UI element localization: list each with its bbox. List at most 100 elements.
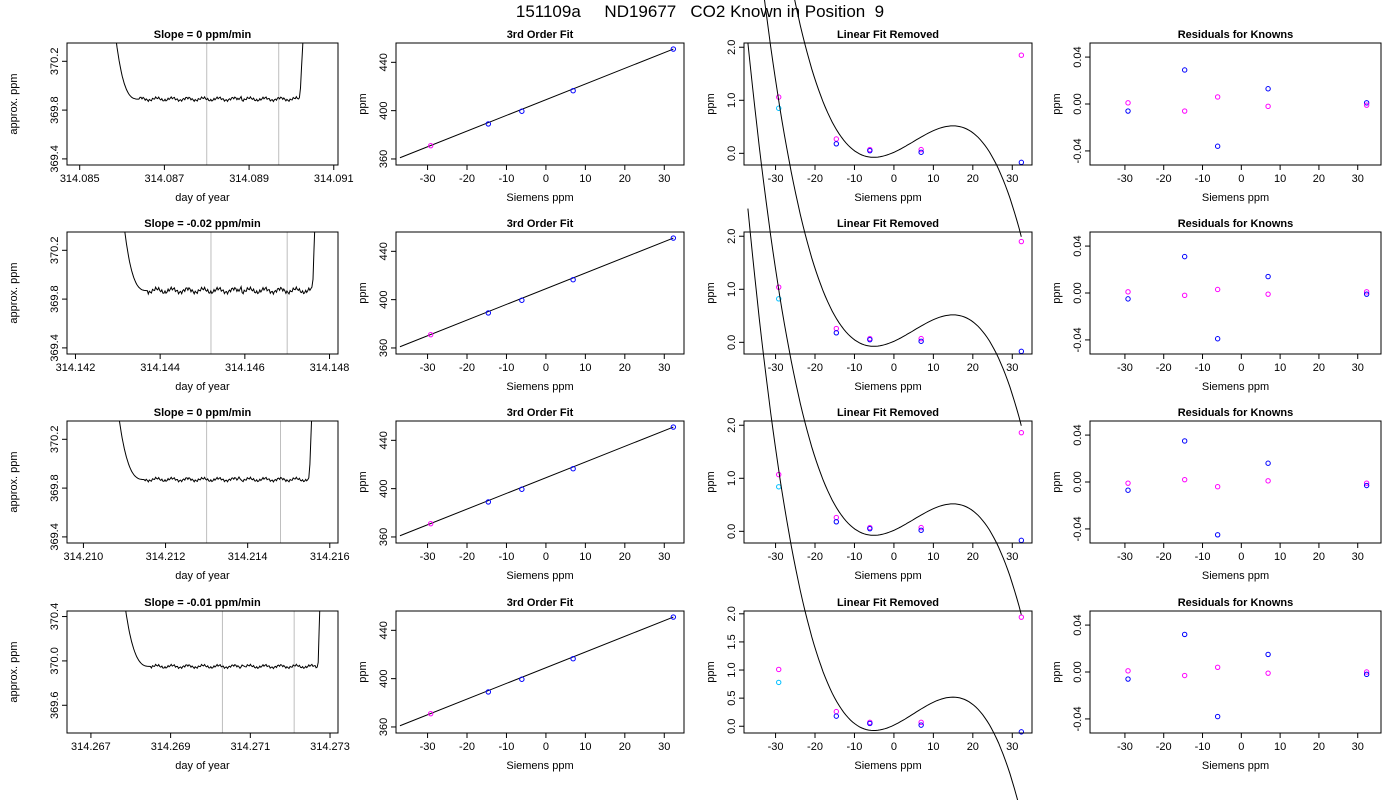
y-tick-label: 400 xyxy=(378,101,390,119)
data-point xyxy=(1363,669,1370,675)
x-tick-label: -20 xyxy=(807,741,823,753)
x-tick-label: -20 xyxy=(1156,741,1172,753)
data-point xyxy=(1265,478,1271,484)
x-tick-label: 314.144 xyxy=(140,362,180,374)
data-point xyxy=(1363,671,1370,678)
plot-frame xyxy=(743,231,1033,355)
x-tick-label: 314.210 xyxy=(64,551,104,563)
panel-line-row1: Slope = 0 ppm/min 314.085 314.087 314.089 31… xyxy=(8,29,354,204)
x-tick-label: -10 xyxy=(847,741,863,753)
y-tick-label: 360 xyxy=(378,718,390,736)
x-tick-label: -30 xyxy=(768,173,784,185)
x-tick-label: 10 xyxy=(927,173,939,185)
data-point xyxy=(1265,651,1271,658)
y-axis-label: approx. ppm xyxy=(8,73,20,134)
plot-frame xyxy=(66,42,339,166)
panel-scatter_curve-row2: Linear Fit Removed -30 -20 -10 0 10 20 30 0.0 1.0… xyxy=(705,0,1033,426)
data-point xyxy=(918,146,924,153)
data-point xyxy=(867,147,873,154)
x-tick-label: -20 xyxy=(807,551,823,563)
x-tick-label: -20 xyxy=(459,741,475,753)
data-point xyxy=(1125,289,1131,295)
y-tick-label: 369.8 xyxy=(49,474,61,502)
panel-line-row3: Slope = 0 ppm/min 314.210 314.212 314.214 31… xyxy=(8,407,350,582)
panel-title: 3rd Order Fit xyxy=(507,407,574,419)
data-point xyxy=(1125,668,1131,674)
data-point xyxy=(1265,670,1271,676)
x-tick-label: -10 xyxy=(1195,362,1211,374)
data-point xyxy=(485,121,492,127)
x-tick-label: -30 xyxy=(1117,362,1133,374)
x-axis-label: Siemens ppm xyxy=(854,381,921,393)
panel-title: 3rd Order Fit xyxy=(507,29,574,41)
y-tick-label: 0.0 xyxy=(726,335,738,350)
y-tick-label: 0.0 xyxy=(726,524,738,539)
x-tick-label: 10 xyxy=(579,173,591,185)
data-point xyxy=(519,676,525,682)
x-tick-label: -10 xyxy=(499,173,515,185)
x-tick-label: 10 xyxy=(927,741,939,753)
data-point xyxy=(1181,292,1188,299)
trace-line xyxy=(125,611,321,670)
y-axis-label: approx. ppm xyxy=(8,262,20,323)
y-tick-label: 370.4 xyxy=(49,603,61,631)
data-point xyxy=(1125,108,1131,114)
y-tick-label: 369.4 xyxy=(49,523,61,551)
panel-scatter_curve-row3: Linear Fit Removed -30 -20 -10 0 10 20 30 0.0 1.0… xyxy=(705,42,1033,615)
x-tick-label: 30 xyxy=(658,173,670,185)
data-point xyxy=(1181,476,1188,483)
plot-frame xyxy=(66,610,339,734)
data-point xyxy=(1363,100,1370,106)
x-tick-label: 0 xyxy=(891,362,897,374)
plot-frame xyxy=(1089,610,1382,734)
data-point xyxy=(1125,676,1131,682)
y-tick-label: 1.0 xyxy=(726,93,738,108)
x-tick-label: 0 xyxy=(543,741,549,753)
data-point xyxy=(570,656,576,662)
x-axis-label: Siemens ppm xyxy=(506,570,573,582)
plot-frame xyxy=(395,42,685,166)
x-tick-label: 30 xyxy=(1352,173,1364,185)
x-axis-label: day of year xyxy=(175,760,230,772)
x-tick-label: 314.273 xyxy=(310,741,350,753)
panel-title: Linear Fit Removed xyxy=(837,407,939,419)
y-tick-label: 0.5 xyxy=(726,690,738,705)
y-axis-label: ppm xyxy=(357,93,369,114)
y-tick-label: 370.2 xyxy=(49,426,61,454)
data-point xyxy=(918,149,924,155)
y-tick-label: 1.0 xyxy=(726,471,738,486)
data-point xyxy=(867,336,873,343)
fit-curve xyxy=(764,0,1022,426)
x-axis-label: Siemens ppm xyxy=(1202,192,1269,204)
plot-frame xyxy=(66,420,339,544)
x-tick-label: -10 xyxy=(1195,173,1211,185)
panel-title: Linear Fit Removed xyxy=(837,597,939,609)
x-tick-label: 20 xyxy=(967,362,979,374)
panel-title: Linear Fit Removed xyxy=(837,218,939,230)
x-tick-label: -10 xyxy=(1195,741,1211,753)
x-tick-label: 0 xyxy=(1238,741,1244,753)
panel-title: Residuals for Knowns xyxy=(1178,597,1294,609)
data-point xyxy=(867,525,873,532)
x-tick-label: 0 xyxy=(543,173,549,185)
x-tick-label: -20 xyxy=(459,173,475,185)
plot-frame xyxy=(395,420,685,544)
data-point xyxy=(428,142,434,149)
panel-scatter_fit-row2: 3rd Order Fit -30 -20 -10 0 10 20 30 360 400 440 Si… xyxy=(357,218,685,393)
panel-title: Slope = 0 ppm/min xyxy=(154,29,252,41)
trace-line xyxy=(118,421,313,483)
y-tick-label: -0.04 xyxy=(1072,706,1084,731)
x-tick-label: 20 xyxy=(967,173,979,185)
x-tick-label: -20 xyxy=(459,362,475,374)
fit-curve xyxy=(794,0,1022,237)
x-tick-label: -10 xyxy=(847,173,863,185)
data-point xyxy=(1363,480,1370,486)
x-tick-label: -30 xyxy=(420,741,436,753)
data-point xyxy=(1181,108,1188,114)
fit-curve xyxy=(747,42,1022,615)
data-point xyxy=(428,520,434,527)
panel-scatter_curve-row4: Linear Fit Removed -30 -20 -10 0 10 20 30 0.0 0.5… xyxy=(705,208,1033,800)
y-tick-label: 0.0 xyxy=(726,146,738,161)
data-point xyxy=(670,46,677,52)
